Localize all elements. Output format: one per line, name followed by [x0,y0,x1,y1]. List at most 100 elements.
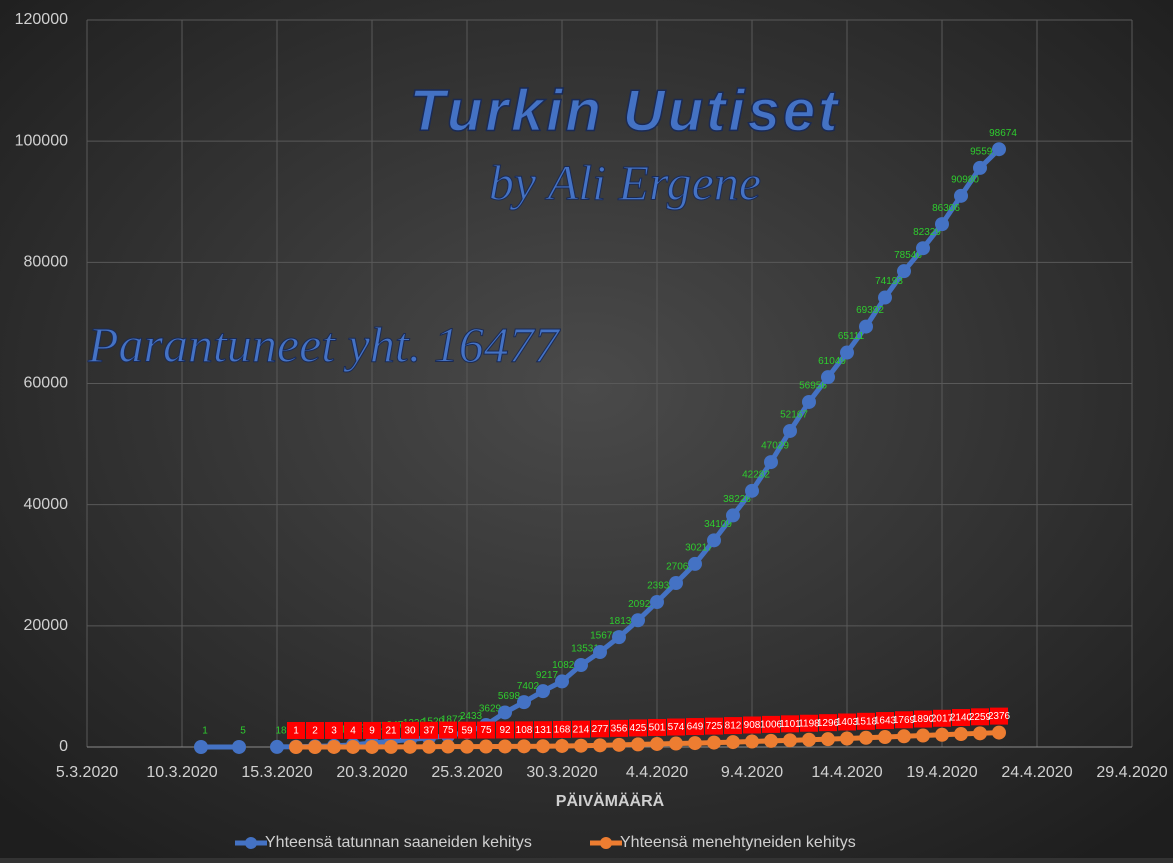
marker [574,658,588,672]
x-tick-label: 30.3.2020 [526,764,597,781]
data-label: 3 [331,726,337,737]
marker [650,737,664,751]
data-label: 5698 [498,691,521,702]
data-label: 214 [573,724,590,735]
data-label: 1 [293,726,299,737]
marker [821,370,835,384]
marker [935,728,949,742]
marker [517,739,531,753]
marker [536,739,550,753]
data-label: 1 [202,726,208,737]
data-label: 356 [611,723,628,734]
marker [726,508,740,522]
y-tick-label: 80000 [24,254,69,271]
data-label: 75 [480,725,492,736]
data-label: 52167 [780,410,808,421]
chart-subtitle: by Ali Ergene [489,154,761,210]
marker [821,732,835,746]
marker [631,613,645,627]
marker [650,595,664,609]
marker [954,189,968,203]
marker [574,739,588,753]
marker [612,738,626,752]
data-label: 277 [592,724,609,735]
x-tick-label: 4.4.2020 [626,764,688,781]
marker [479,740,493,754]
marker [631,737,645,751]
x-tick-label: 19.4.2020 [906,764,977,781]
marker [593,645,607,659]
data-label: 2 [312,726,318,737]
marker [878,730,892,744]
data-label: 74193 [875,276,903,287]
y-tick-label: 0 [59,738,68,755]
marker [745,734,759,748]
marker [859,320,873,334]
marker [935,217,949,231]
marker [517,695,531,709]
data-label: 812 [725,721,742,732]
marker [555,674,569,688]
marker [973,161,987,175]
marker [327,740,341,754]
legend-label: Yhteensä tatunnan saaneiden kehitys [265,834,532,851]
x-tick-label: 14.4.2020 [811,764,882,781]
y-tick-label: 20000 [24,617,69,634]
marker [232,740,246,754]
marker [612,630,626,644]
x-tick-label: 25.3.2020 [431,764,502,781]
data-label: 21 [385,726,397,737]
marker [441,740,455,754]
data-label: 9217 [536,670,559,681]
marker [783,424,797,438]
data-label: 59 [461,725,473,736]
marker [802,395,816,409]
marker [346,740,360,754]
data-label: 9 [369,726,375,737]
y-tick-label: 60000 [24,375,69,392]
marker [498,739,512,753]
marker [384,740,398,754]
marker [840,346,854,360]
marker [916,241,930,255]
y-tick-label: 40000 [24,496,69,513]
marker [555,739,569,753]
marker [498,705,512,719]
annotation: Parantuneet yht. 16477 [87,316,561,372]
marker [878,291,892,305]
marker [992,142,1006,156]
data-label: 42282 [742,469,770,480]
marker [270,740,284,754]
marker [783,733,797,747]
data-label: 65111 [838,331,865,342]
data-label: 90980 [951,174,979,185]
marker [460,740,474,754]
x-tick-label: 5.3.2020 [56,764,118,781]
y-tick-label: 120000 [15,11,68,28]
legend-label: Yhteensä menehtyneiden kehitys [620,834,856,851]
data-label: 47029 [761,441,789,452]
marker [916,729,930,743]
data-label: 168 [554,725,571,736]
chart-title: Turkin Uutiset [410,78,841,143]
data-label: 18 [275,726,287,737]
x-tick-label: 24.4.2020 [1001,764,1072,781]
data-label: 501 [649,723,666,734]
data-label: 2376 [988,711,1011,722]
data-label: 98674 [989,128,1017,139]
marker [707,533,721,547]
y-tick-label: 100000 [15,132,68,149]
data-label: 131 [535,725,552,736]
marker [536,684,550,698]
marker [688,736,702,750]
data-label: 69392 [856,305,884,316]
data-label: 56956 [799,381,827,392]
marker [403,740,417,754]
marker [745,484,759,498]
marker [669,737,683,751]
marker [764,455,778,469]
x-tick-label: 29.4.2020 [1096,764,1167,781]
marker [365,740,379,754]
legend-marker [600,837,612,849]
